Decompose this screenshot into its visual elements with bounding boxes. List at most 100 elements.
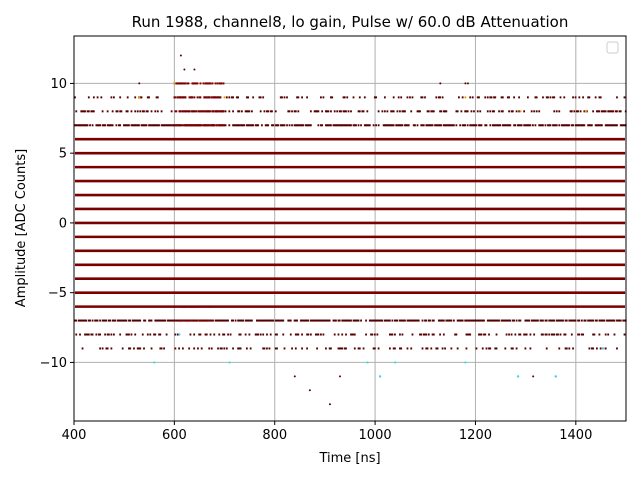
data-point: [101, 319, 104, 322]
data-point: [505, 319, 508, 322]
data-point: [475, 319, 478, 322]
data-point: [559, 96, 562, 99]
data-point: [149, 319, 152, 322]
data-point: [170, 319, 173, 322]
data-point: [392, 96, 395, 99]
data-point: [445, 110, 448, 113]
data-point: [198, 319, 201, 322]
data-point: [134, 96, 137, 99]
data-point: [484, 333, 487, 336]
data-point: [164, 124, 167, 127]
data-point: [424, 319, 426, 322]
data-point: [156, 110, 159, 113]
data-point: [414, 319, 416, 322]
data-point: [302, 319, 305, 322]
data-point: [420, 333, 423, 336]
data-point: [178, 110, 181, 113]
data-point: [262, 96, 265, 99]
data-point: [133, 347, 135, 350]
data-point: [513, 319, 515, 322]
data-point: [579, 110, 582, 113]
data-point: [204, 124, 207, 127]
data-point: [460, 319, 463, 322]
data-point: [583, 319, 586, 322]
data-point: [550, 319, 553, 322]
data-point: [216, 82, 219, 85]
data-point: [128, 333, 130, 336]
data-point: [209, 124, 212, 127]
data-point: [422, 333, 425, 336]
data-point: [206, 96, 209, 99]
data-point: [90, 333, 93, 336]
data-point: [338, 124, 341, 127]
data-point: [106, 347, 109, 350]
data-point: [385, 319, 388, 322]
data-point: [214, 96, 217, 99]
data-point: [484, 96, 487, 99]
data-point: [503, 319, 505, 322]
cyan-point: [366, 361, 369, 364]
data-point: [159, 319, 162, 322]
data-point: [150, 110, 153, 113]
data-point: [547, 124, 549, 127]
data-point: [567, 124, 569, 127]
data-point: [101, 110, 104, 113]
data-point: [244, 319, 247, 322]
data-point: [266, 319, 268, 322]
data-point: [258, 319, 261, 322]
data-point: [518, 333, 521, 336]
data-point: [431, 110, 434, 113]
data-point: [286, 96, 288, 99]
data-point: [439, 96, 441, 99]
data-point: [94, 319, 96, 322]
data-point: [340, 124, 342, 127]
data-point: [377, 110, 380, 113]
data-point: [388, 333, 391, 336]
outlier-point: [464, 82, 467, 85]
data-point: [174, 124, 177, 127]
data-point: [590, 124, 593, 127]
data-point: [149, 333, 152, 336]
data-point: [390, 333, 393, 336]
y-tick-label: −10: [40, 356, 67, 371]
data-point: [249, 319, 252, 322]
data-point: [330, 96, 332, 99]
data-point: [191, 82, 194, 85]
data-point: [143, 124, 145, 127]
data-point: [189, 319, 192, 322]
data-point: [287, 110, 290, 113]
data-point: [520, 124, 523, 127]
data-point: [233, 124, 236, 127]
data-point: [192, 305, 195, 308]
data-point: [614, 124, 617, 127]
data-point: [279, 124, 282, 127]
data-point: [293, 319, 296, 322]
data-point: [529, 124, 532, 127]
data-point: [222, 82, 225, 85]
data-point: [544, 319, 547, 322]
data-point: [612, 110, 615, 113]
data-point: [104, 319, 107, 322]
data-point: [81, 347, 84, 350]
data-point: [616, 319, 618, 322]
data-point: [504, 347, 507, 350]
data-point: [154, 333, 157, 336]
data-point: [186, 319, 189, 322]
data-point: [218, 82, 221, 85]
data-point: [309, 333, 312, 336]
y-tick-label: 0: [59, 216, 67, 231]
data-point: [420, 96, 423, 99]
data-point: [208, 82, 211, 85]
data-point: [445, 124, 448, 127]
data-point: [96, 124, 99, 127]
data-point: [232, 347, 234, 350]
data-point: [328, 319, 331, 322]
data-point: [607, 333, 610, 336]
data-point: [327, 110, 330, 113]
data-point: [256, 124, 258, 127]
data-point: [511, 347, 514, 350]
data-point: [346, 124, 349, 127]
data-point: [235, 96, 238, 99]
data-point: [205, 96, 208, 99]
data-point: [401, 333, 404, 336]
